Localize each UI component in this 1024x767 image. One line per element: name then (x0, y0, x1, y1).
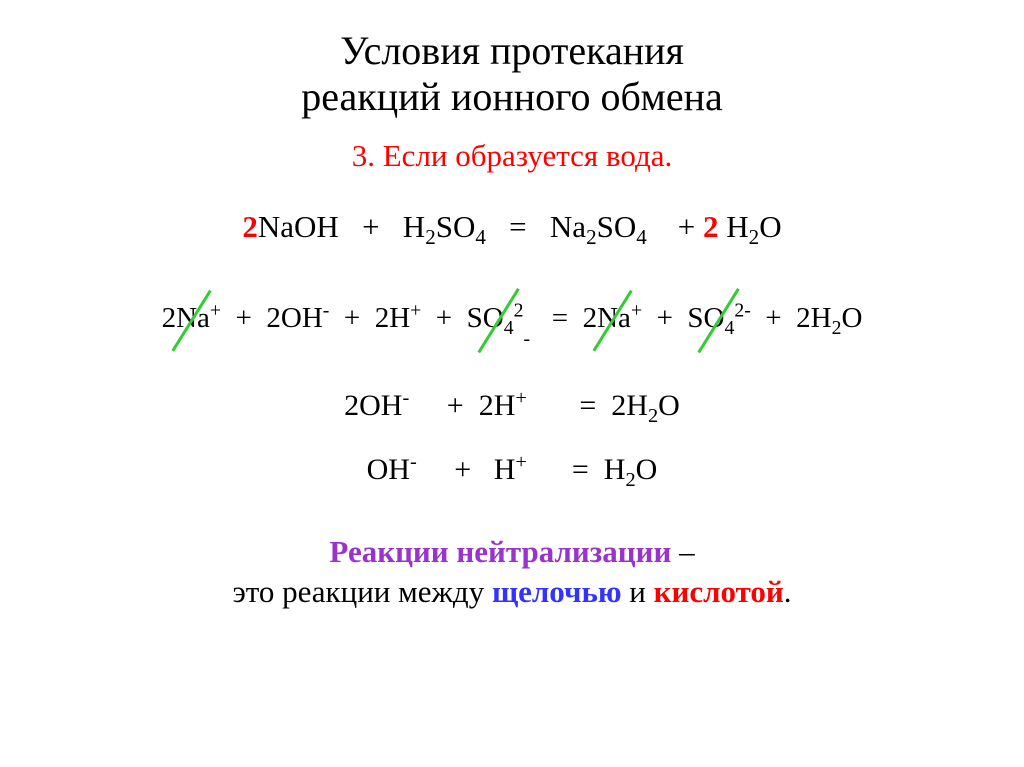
struck-so4-right: SO42- (687, 301, 750, 336)
struck-2na-left: 2Na+ (162, 301, 221, 336)
term-neutralization: Реакции нейтрализации (329, 534, 671, 569)
struck-2na-right: 2Na+ (583, 301, 642, 336)
equation-molecular: 2NaOH + H2SO4 = Na2SO4 + 2 H2O (40, 208, 984, 245)
title-line2: реакций ионного обмена (301, 74, 722, 119)
title-line1: Условия протекания (340, 28, 684, 73)
coeff-2-right: 2 (703, 209, 719, 244)
term-acid: кислотой (654, 574, 784, 609)
term-base: щелочью (492, 574, 622, 609)
struck-so4-left: SO42- (467, 301, 530, 336)
slide-title: Условия протекания реакций ионного обмен… (40, 28, 984, 120)
coeff-2-left: 2 (242, 209, 258, 244)
equation-full-ionic: 2Na+ + 2OH- + 2H+ + SO42- = 2Na+ + SO42-… (40, 301, 984, 336)
equation-net-ionic-2x: 2OH- + 2H+ = 2H2O (40, 388, 984, 424)
slide-subtitle: 3. Если образуется вода. (40, 138, 984, 174)
footer-line2: это реакции между щелочью и кислотой. (40, 574, 984, 610)
equation-net-ionic: OH- + H+ = H2O (40, 452, 984, 488)
footer-line1: Реакции нейтрализации – (40, 534, 984, 570)
